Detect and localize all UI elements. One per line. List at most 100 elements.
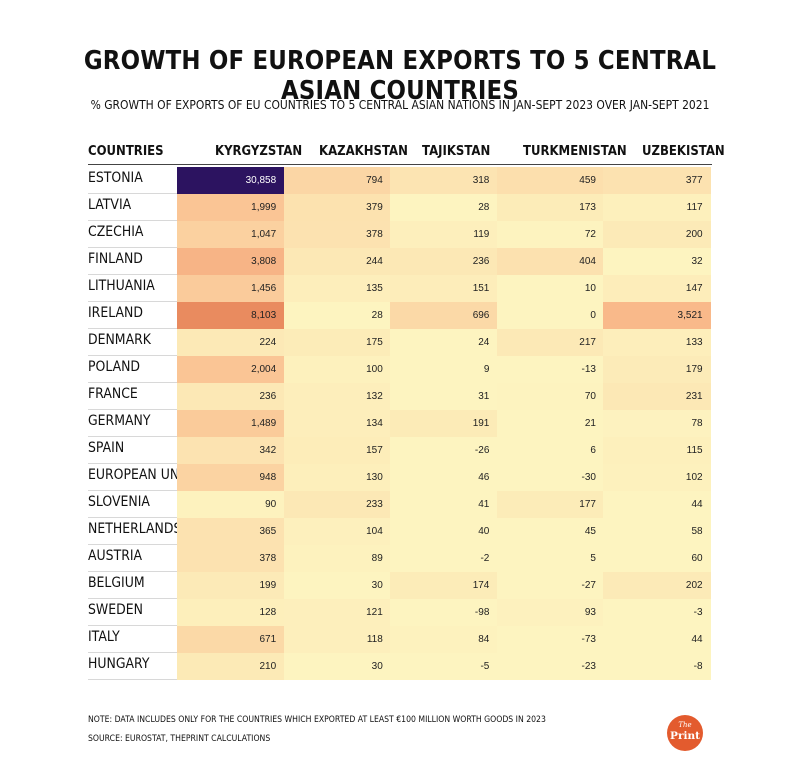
heatmap-cell: -26 [390,437,498,464]
heatmap-cell: 93 [496,599,604,626]
heatmap-cell: 30,858 [177,167,285,194]
footer-note: NOTE: DATA INCLUDES ONLY FOR THE COUNTRI… [88,715,546,725]
heatmap-cell: 40 [390,518,498,545]
heatmap-cell: 404 [496,248,604,275]
heatmap-cell: 41 [390,491,498,518]
column-header-kyrgyzstan: KYRGYZSTAN [215,144,303,159]
heatmap-cell: 21 [496,410,604,437]
heatmap-cell: 151 [390,275,498,302]
row-divider [88,301,177,302]
row-divider [88,436,177,437]
row-divider [88,274,177,275]
heatmap-cell: 119 [390,221,498,248]
heatmap-cell: 90 [177,491,285,518]
heatmap-cell: 794 [283,167,391,194]
heatmap-cell: 102 [603,464,711,491]
row-divider [88,544,177,545]
heatmap-cell: 28 [283,302,391,329]
table-row: SPAIN 342 157 -26 6 115 [88,437,712,464]
heatmap-cell: 175 [283,329,391,356]
heatmap-cell: 45 [496,518,604,545]
row-label: SPAIN [88,440,125,456]
heatmap-cell: 89 [283,545,391,572]
table-row: ESTONIA 30,858 794 318 459 377 [88,167,712,194]
heatmap-cell: 3,521 [603,302,711,329]
heatmap-cell: 30 [283,653,391,680]
table-row: EUROPEAN UNION 948 130 46 -30 102 [88,464,712,491]
heatmap-cell: 3,808 [177,248,285,275]
column-header-tajikstan: TAJIKSTAN [422,144,491,159]
heatmap-cell: 135 [283,275,391,302]
table-row: LITHUANIA 1,456 135 151 10 147 [88,275,712,302]
heatmap-cell: 44 [603,626,711,653]
row-divider [88,679,177,680]
heatmap-cell: 46 [390,464,498,491]
heatmap-cell: 365 [177,518,285,545]
row-label: ITALY [88,629,120,645]
table-row: SWEDEN 128 121 -98 93 -3 [88,599,712,626]
heatmap-cell: 217 [496,329,604,356]
heatmap-cell: 70 [496,383,604,410]
table-row: FINLAND 3,808 244 236 404 32 [88,248,712,275]
heatmap-cell: 173 [496,194,604,221]
table-row: AUSTRIA 378 89 -2 5 60 [88,545,712,572]
row-label: ESTONIA [88,170,143,186]
heatmap-cell: 118 [283,626,391,653]
column-header-uzbekistan: UZBEKISTAN [642,144,725,159]
row-label: DENMARK [88,332,151,348]
theprint-logo: The Print [667,715,703,751]
heatmap-cell: 100 [283,356,391,383]
row-divider [88,598,177,599]
row-divider [88,409,177,410]
table-row: NETHERLANDS 365 104 40 45 58 [88,518,712,545]
heatmap-cell: 128 [177,599,285,626]
heatmap-cell: 130 [283,464,391,491]
row-label: NETHERLANDS [88,521,182,537]
row-divider [88,328,177,329]
heatmap-cell: 9 [390,356,498,383]
row-divider [88,382,177,383]
heatmap-cell: 210 [177,653,285,680]
footer-source: SOURCE: EUROSTAT, THEPRINT CALCULATIONS [88,734,271,744]
heatmap-cell: 72 [496,221,604,248]
heatmap-cell: 378 [283,221,391,248]
row-label: HUNGARY [88,656,150,672]
heatmap-cell: -27 [496,572,604,599]
column-header-row: COUNTRIES KYRGYZSTAN KAZAKHSTAN TAJIKSTA… [88,144,725,166]
heatmap-cell: 8,103 [177,302,285,329]
table-row: ITALY 671 118 84 -73 44 [88,626,712,653]
heatmap-cell: -30 [496,464,604,491]
table-row: FRANCE 236 132 31 70 231 [88,383,712,410]
row-divider [88,355,177,356]
table-row: GERMANY 1,489 134 191 21 78 [88,410,712,437]
heatmap-cell: 202 [603,572,711,599]
heatmap-cell: 696 [390,302,498,329]
row-label: EUROPEAN UNION [88,467,202,483]
heatmap-cell: 28 [390,194,498,221]
table-row: POLAND 2,004 100 9 -13 179 [88,356,712,383]
heatmap-cell: 224 [177,329,285,356]
row-divider [88,193,177,194]
heatmap-cell: 30 [283,572,391,599]
heatmap-cell: 133 [603,329,711,356]
heatmap-cell: 199 [177,572,285,599]
heatmap-cell: 134 [283,410,391,437]
heatmap-cell: 1,456 [177,275,285,302]
heatmap-cell: 231 [603,383,711,410]
row-label: CZECHIA [88,224,144,240]
heatmap-cell: 78 [603,410,711,437]
heatmap-cell: 10 [496,275,604,302]
row-label: SWEDEN [88,602,143,618]
row-divider [88,625,177,626]
heatmap-cell: 948 [177,464,285,491]
heatmap-cell: 1,999 [177,194,285,221]
heatmap-cell: 157 [283,437,391,464]
row-divider [88,517,177,518]
heatmap-cell: 5 [496,545,604,572]
row-label: FINLAND [88,251,143,267]
heatmap-cell: 177 [496,491,604,518]
table-row: IRELAND 8,103 28 696 0 3,521 [88,302,712,329]
heatmap-cell: -5 [390,653,498,680]
table-row: BELGIUM 199 30 174 -27 202 [88,572,712,599]
heatmap-cell: 378 [177,545,285,572]
